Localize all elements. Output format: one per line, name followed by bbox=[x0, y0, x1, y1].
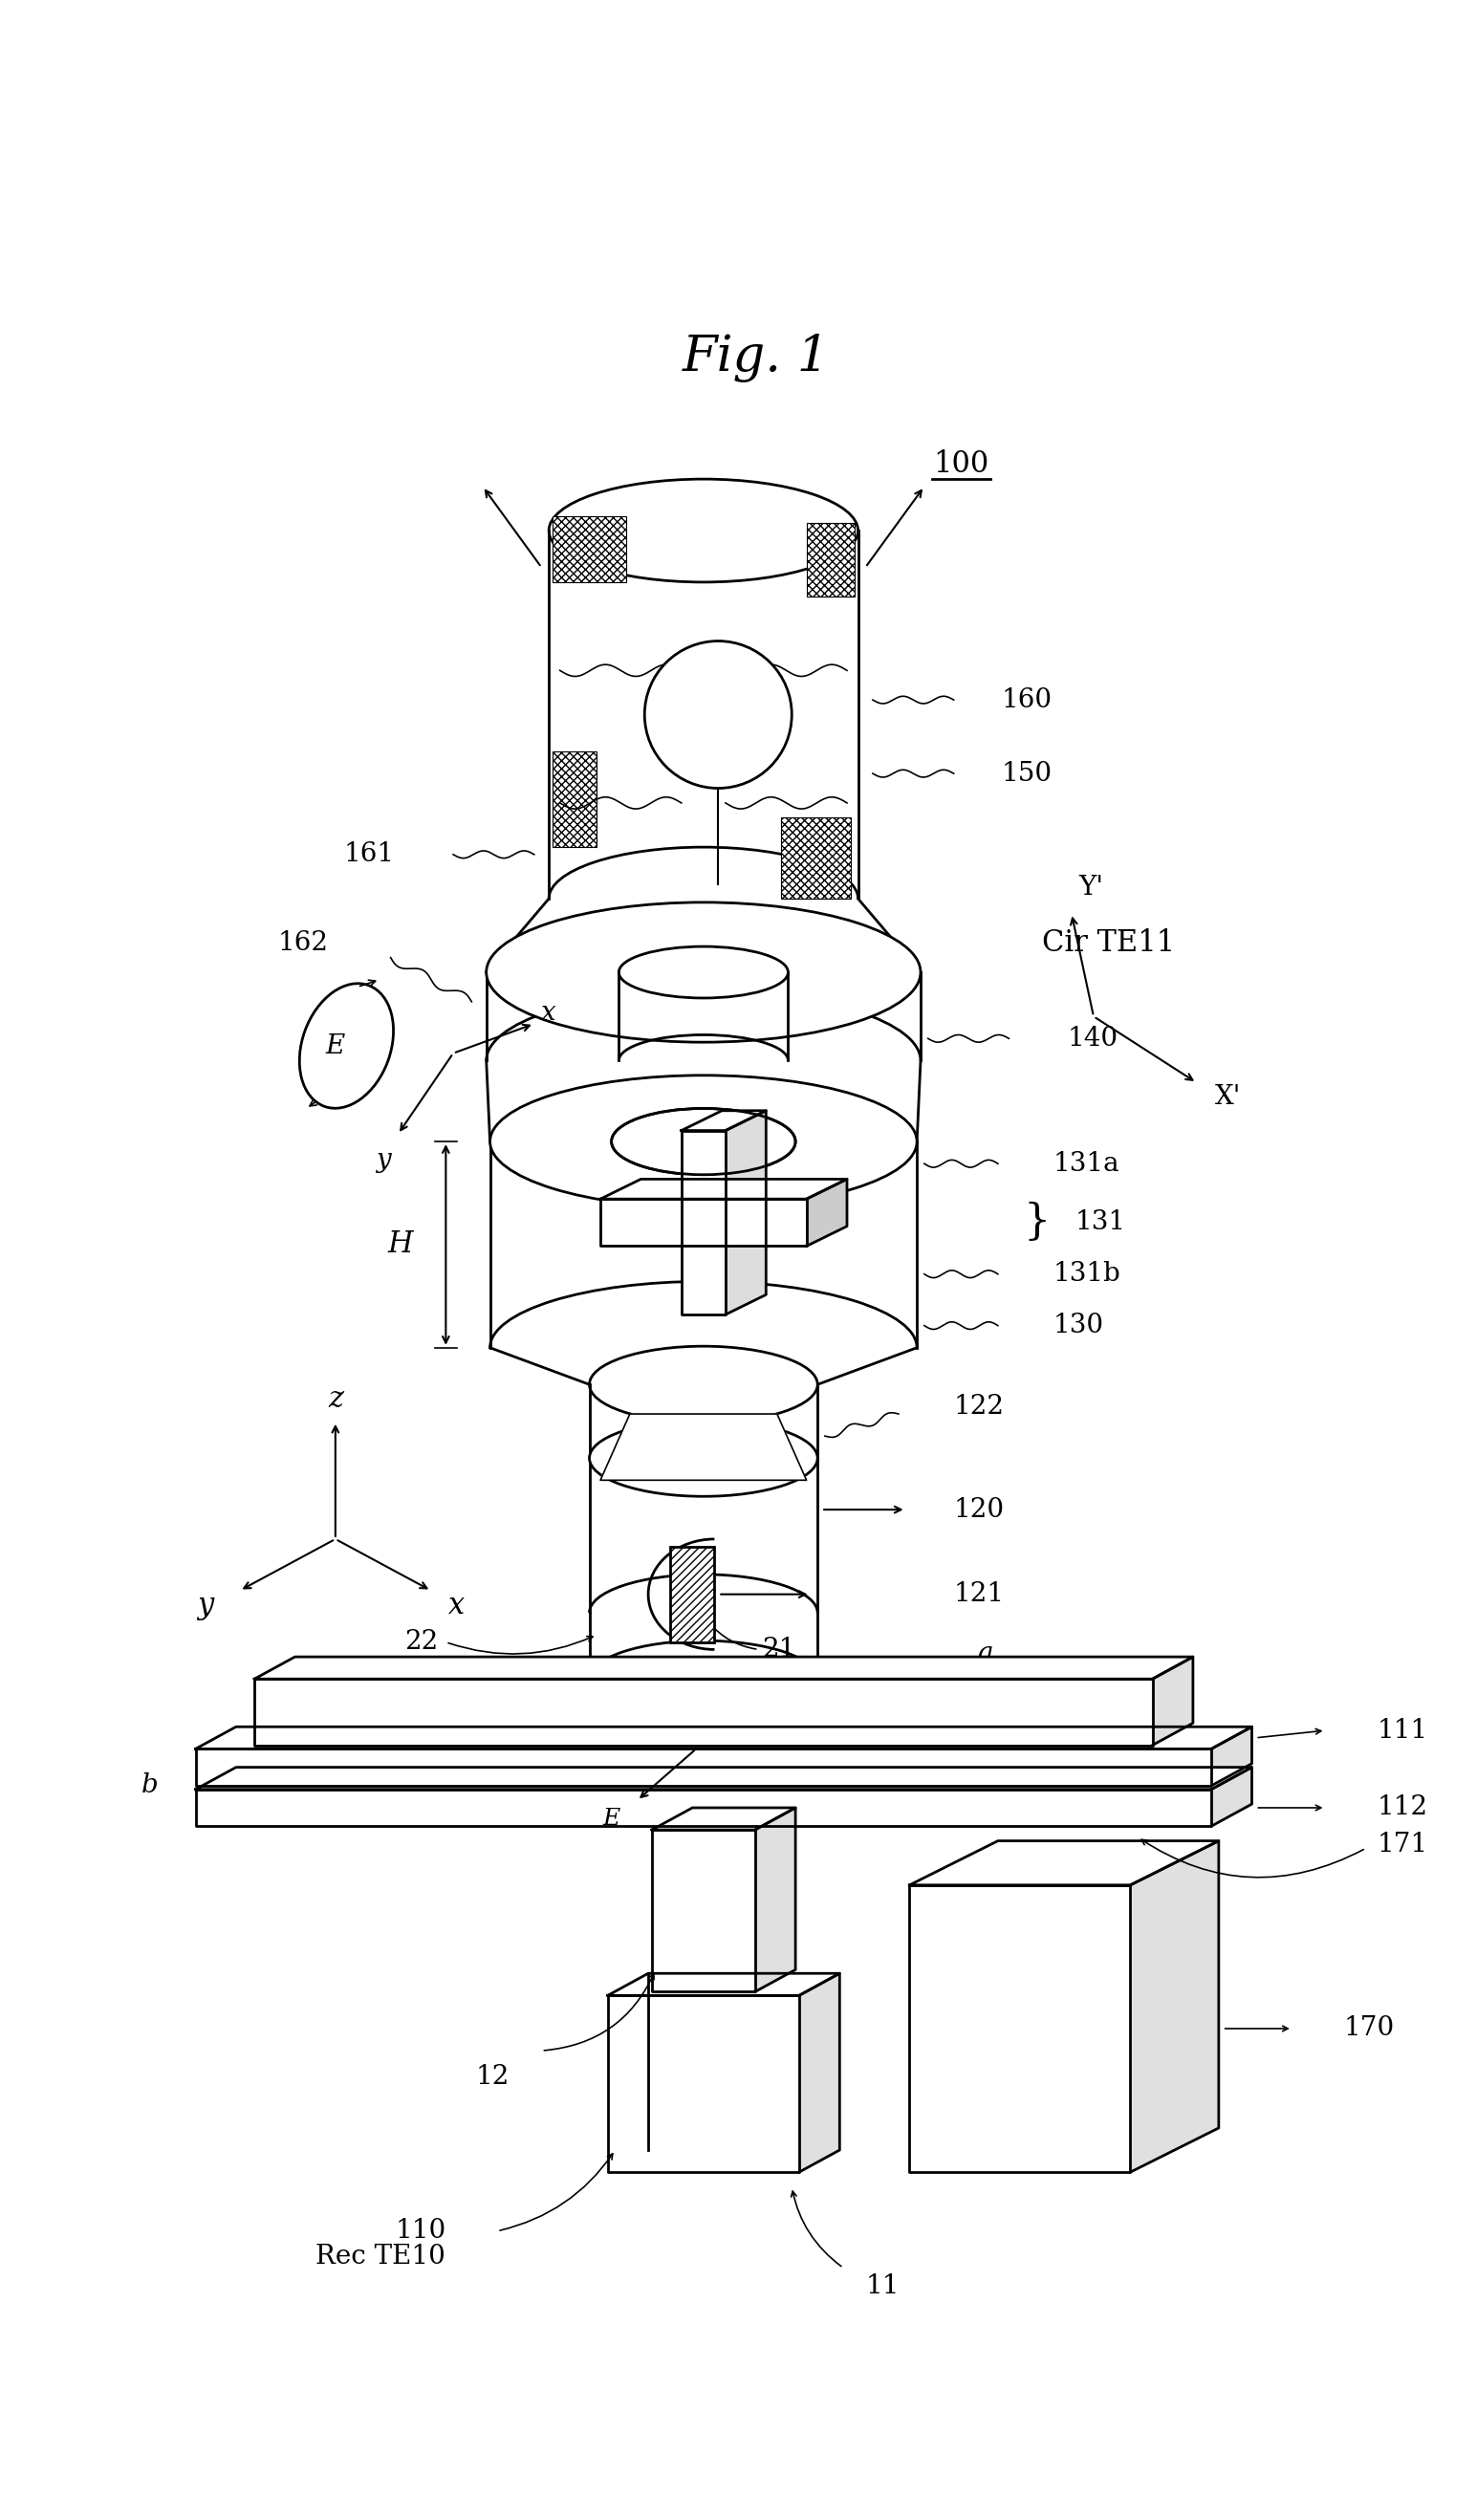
Text: z: z bbox=[328, 1383, 342, 1414]
Text: x: x bbox=[449, 1590, 465, 1620]
Text: 161: 161 bbox=[344, 842, 394, 867]
Ellipse shape bbox=[589, 1419, 818, 1497]
Bar bbox=[552, 517, 626, 582]
Polygon shape bbox=[756, 1807, 796, 1991]
Polygon shape bbox=[1212, 1726, 1252, 1787]
Ellipse shape bbox=[645, 640, 791, 789]
Text: b: b bbox=[142, 1772, 159, 1799]
Polygon shape bbox=[195, 1749, 1212, 1787]
Text: 110: 110 bbox=[396, 2218, 446, 2243]
Text: 150: 150 bbox=[1002, 761, 1052, 786]
Polygon shape bbox=[254, 1656, 1193, 1678]
Text: X': X' bbox=[1215, 1084, 1241, 1111]
Text: Rec TE10: Rec TE10 bbox=[316, 2243, 446, 2271]
Bar bbox=[806, 524, 855, 597]
Text: y: y bbox=[198, 1590, 214, 1620]
Polygon shape bbox=[682, 1111, 766, 1131]
Text: E: E bbox=[326, 1033, 345, 1058]
Bar bbox=[552, 751, 596, 847]
Polygon shape bbox=[652, 1807, 796, 1830]
Polygon shape bbox=[254, 1678, 1153, 1746]
Text: 131b: 131b bbox=[1052, 1260, 1120, 1288]
Polygon shape bbox=[608, 1973, 840, 1996]
Text: 162: 162 bbox=[277, 930, 328, 955]
Text: 111: 111 bbox=[1377, 1719, 1427, 1744]
Polygon shape bbox=[806, 1179, 847, 1245]
Text: 160: 160 bbox=[1002, 688, 1052, 713]
Polygon shape bbox=[601, 1179, 847, 1200]
Polygon shape bbox=[909, 1885, 1131, 2172]
Ellipse shape bbox=[611, 1109, 796, 1174]
Text: 12: 12 bbox=[475, 2064, 509, 2089]
Polygon shape bbox=[601, 1414, 806, 1479]
Polygon shape bbox=[601, 1200, 806, 1245]
Text: 100: 100 bbox=[933, 449, 989, 479]
Text: 122: 122 bbox=[953, 1394, 1004, 1419]
Text: H: H bbox=[387, 1230, 413, 1260]
Ellipse shape bbox=[486, 902, 921, 1043]
Text: E: E bbox=[602, 1807, 620, 1830]
Text: y: y bbox=[376, 1147, 391, 1172]
Polygon shape bbox=[195, 1789, 1212, 1827]
Polygon shape bbox=[1212, 1767, 1252, 1827]
Polygon shape bbox=[1131, 1842, 1219, 2172]
Text: 140: 140 bbox=[1067, 1026, 1119, 1051]
Polygon shape bbox=[608, 1996, 799, 2172]
Text: 131a: 131a bbox=[1052, 1152, 1120, 1177]
Text: }: } bbox=[1024, 1202, 1051, 1242]
Polygon shape bbox=[909, 1842, 1219, 1885]
Polygon shape bbox=[652, 1830, 756, 1991]
Text: Fig. 1: Fig. 1 bbox=[683, 333, 830, 383]
Ellipse shape bbox=[490, 1076, 917, 1207]
Text: x: x bbox=[542, 1000, 556, 1026]
Text: 131: 131 bbox=[1075, 1210, 1126, 1235]
Bar bbox=[670, 1547, 714, 1643]
Polygon shape bbox=[726, 1111, 766, 1315]
Polygon shape bbox=[799, 1973, 840, 2172]
Text: 121: 121 bbox=[953, 1583, 1005, 1608]
Text: 120: 120 bbox=[953, 1497, 1005, 1522]
Polygon shape bbox=[195, 1767, 1252, 1789]
Text: 22: 22 bbox=[404, 1630, 438, 1656]
Text: Cir TE11: Cir TE11 bbox=[1042, 927, 1175, 958]
Bar bbox=[781, 816, 850, 900]
Text: 130: 130 bbox=[1052, 1313, 1104, 1338]
Text: 170: 170 bbox=[1343, 2016, 1395, 2041]
Text: 129: 129 bbox=[381, 1719, 431, 1744]
Text: Y': Y' bbox=[1079, 874, 1104, 900]
Polygon shape bbox=[1153, 1656, 1193, 1746]
Text: a: a bbox=[977, 1641, 992, 1666]
Text: 11: 11 bbox=[865, 2273, 899, 2298]
Polygon shape bbox=[195, 1726, 1252, 1749]
Ellipse shape bbox=[589, 1346, 818, 1424]
Text: 21: 21 bbox=[762, 1635, 796, 1663]
Text: 112: 112 bbox=[1377, 1794, 1427, 1819]
Text: 171: 171 bbox=[1377, 1832, 1427, 1857]
Ellipse shape bbox=[618, 948, 788, 998]
Polygon shape bbox=[682, 1131, 726, 1315]
